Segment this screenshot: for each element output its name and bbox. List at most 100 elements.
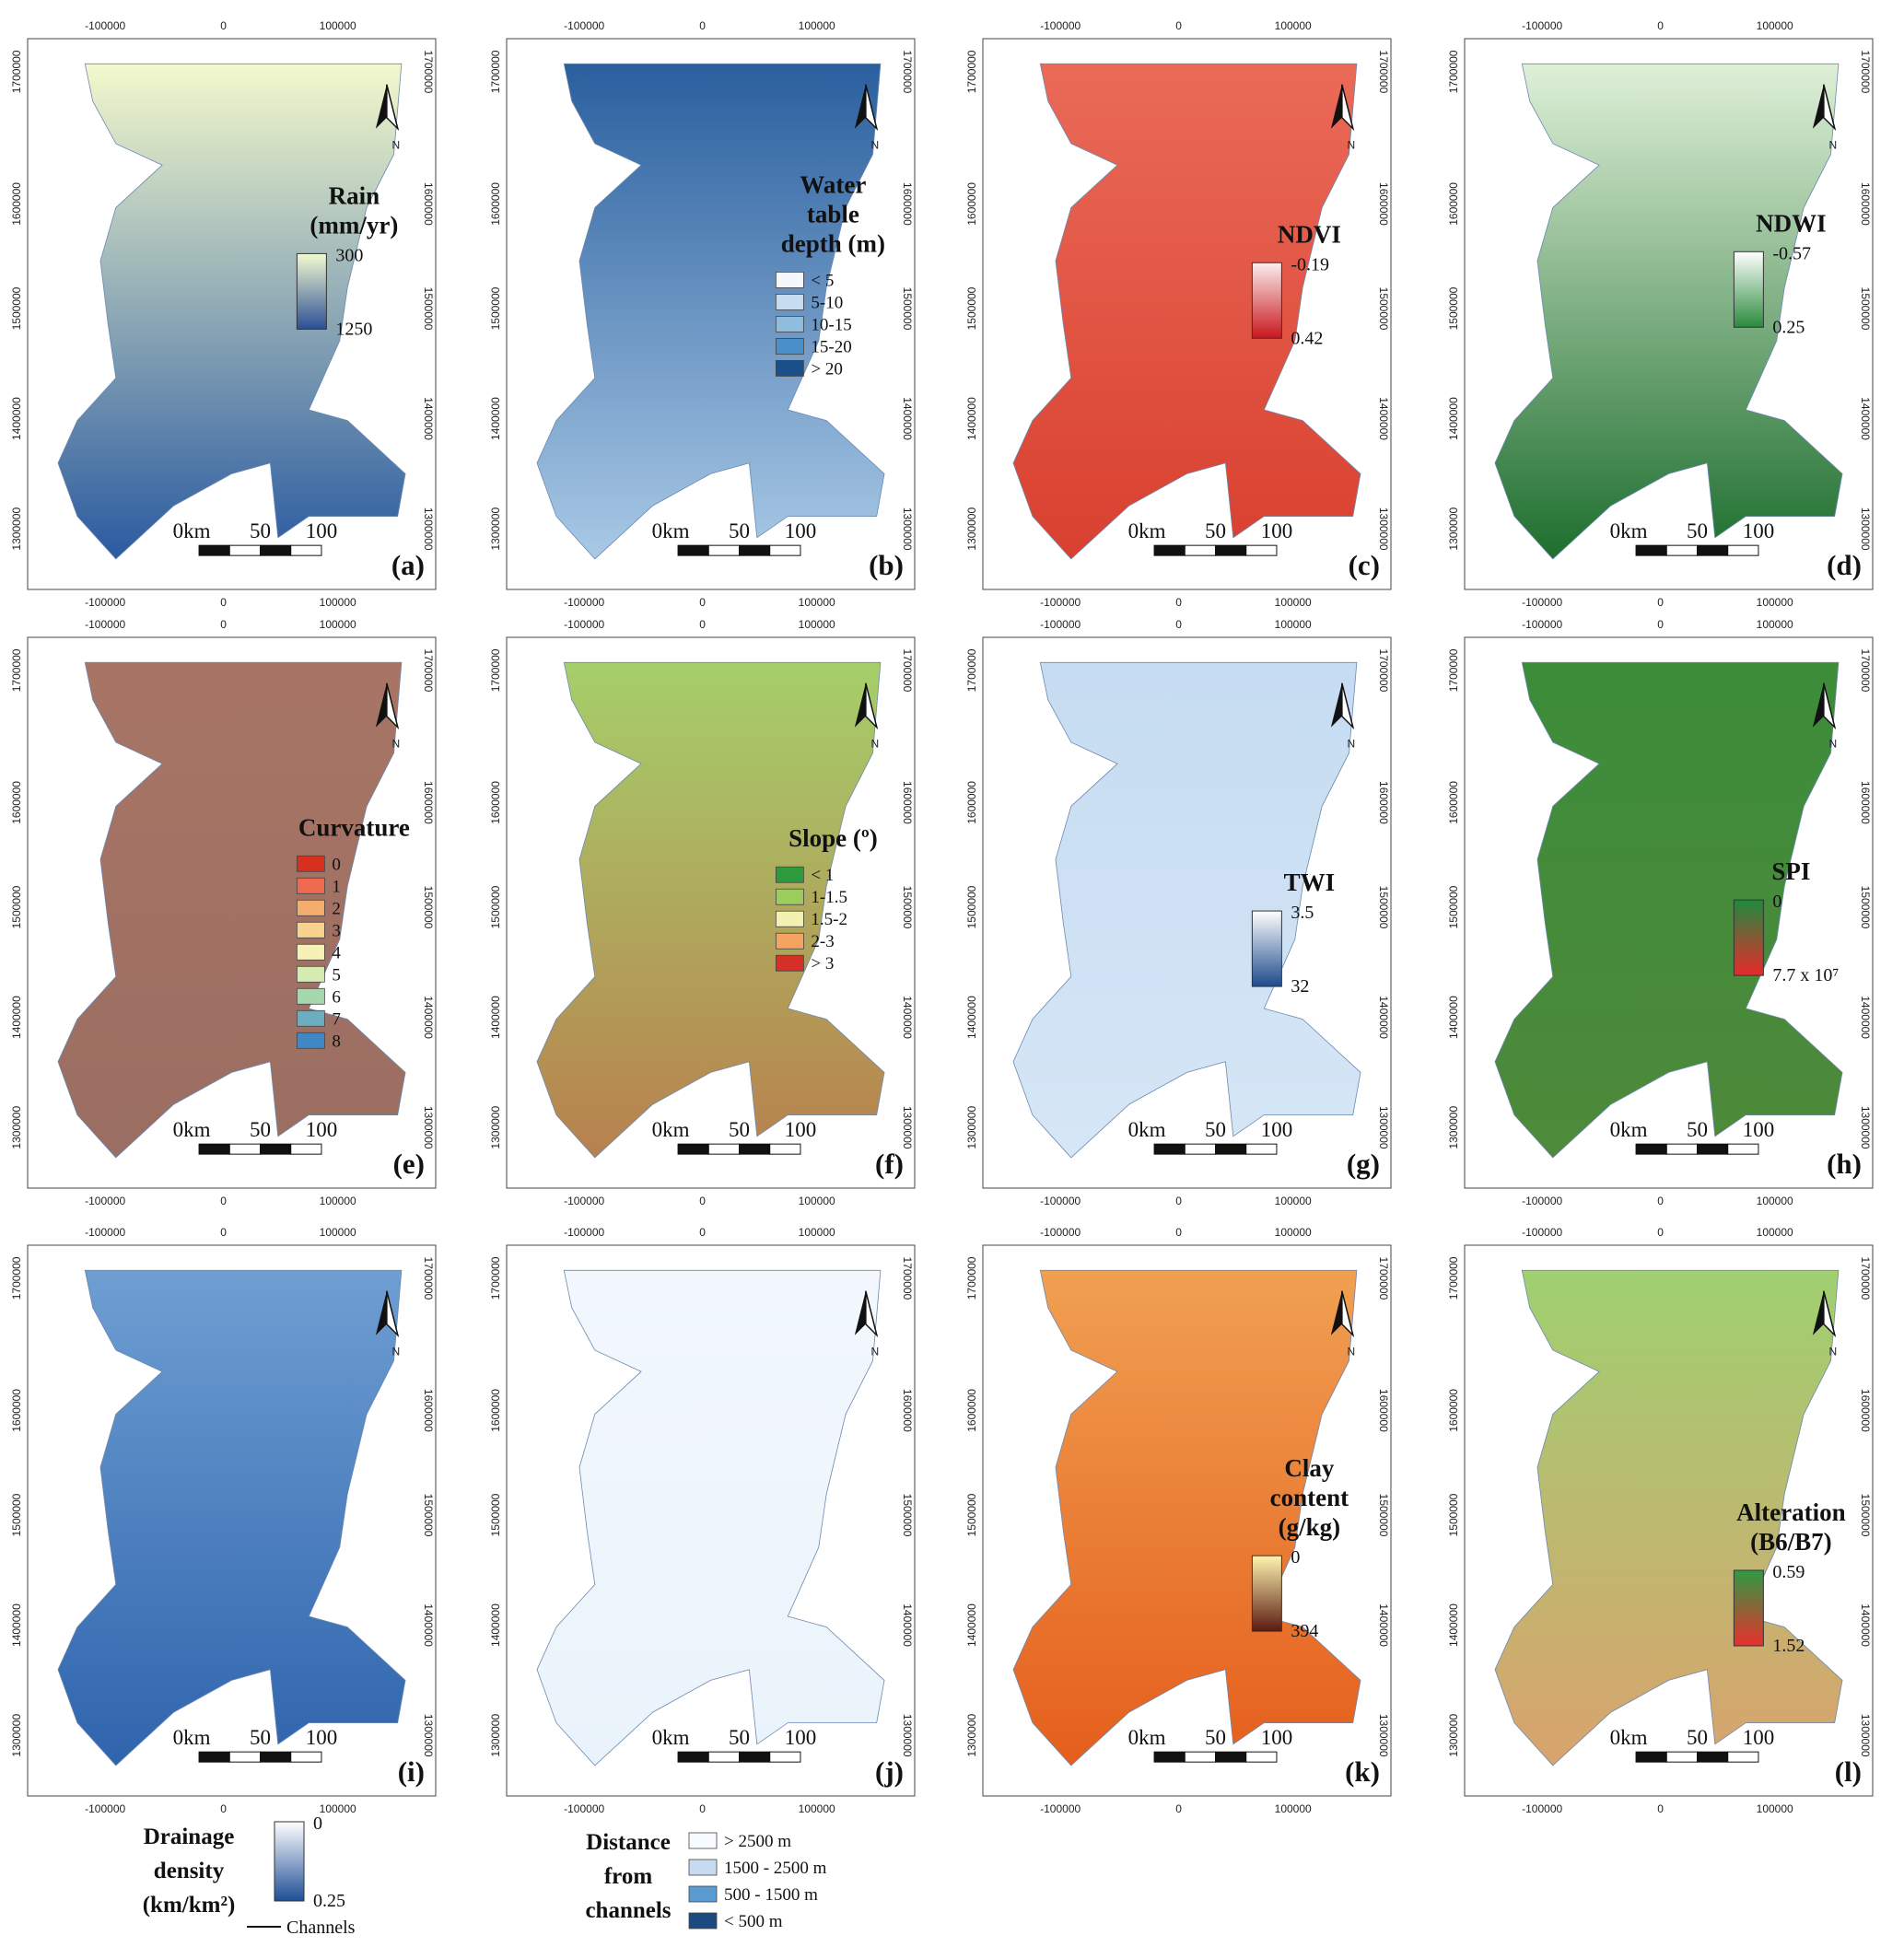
y-tick-label: 1600000 xyxy=(10,1389,23,1432)
scale-bar-segment xyxy=(198,1143,230,1155)
study-area xyxy=(536,1269,885,1766)
y-tick-label: 1700000 xyxy=(1859,1257,1872,1300)
y-tick-label: 1400000 xyxy=(965,397,978,440)
y-tick-label: 1700000 xyxy=(10,1256,23,1300)
legend-max-label: 0.42 xyxy=(1291,328,1323,348)
north-label: N xyxy=(1829,1346,1838,1358)
legend-max-label: 7.7 x 10⁷ xyxy=(1772,965,1839,985)
y-tick-label: 1300000 xyxy=(1859,1714,1872,1757)
legend-title: Curvature xyxy=(298,813,410,841)
y-tick-label: 1300000 xyxy=(422,507,435,551)
x-tick-label: 100000 xyxy=(1275,1226,1312,1239)
y-tick-label: 1500000 xyxy=(10,286,23,330)
scale-bar-label: 50 xyxy=(250,519,271,542)
y-tick-label: 1500000 xyxy=(965,286,978,330)
map-panel: -100000 -100000 0 0 100000 100000 1700000 17000… xyxy=(10,19,437,609)
y-tick-label: 1700000 xyxy=(489,648,502,692)
y-tick-label: 1300000 xyxy=(1447,507,1460,551)
scale-bar-label: 100 xyxy=(785,1118,817,1141)
y-tick-label: 1500000 xyxy=(10,885,23,928)
legend-title: content xyxy=(1270,1484,1349,1511)
legend-swatch xyxy=(296,1032,325,1049)
scale-bar-label: 50 xyxy=(729,519,750,542)
north-label: N xyxy=(1348,738,1356,751)
y-tick-label: 1700000 xyxy=(1447,50,1460,93)
y-tick-label: 1500000 xyxy=(422,1494,435,1537)
y-tick-label: 1600000 xyxy=(1447,1389,1460,1432)
north-arrow xyxy=(865,682,879,730)
x-tick-label: 0 xyxy=(1175,596,1182,609)
y-tick-label: 1400000 xyxy=(965,996,978,1039)
y-tick-label: 1500000 xyxy=(489,1493,502,1536)
panel-label: (f) xyxy=(875,1148,904,1180)
x-tick-label: 100000 xyxy=(320,1195,356,1207)
legend-swatch xyxy=(296,1009,325,1027)
y-tick-label: 1400000 xyxy=(1859,397,1872,440)
x-tick-label: 100000 xyxy=(1275,1802,1312,1815)
north-label: N xyxy=(392,738,401,751)
x-tick-label: 0 xyxy=(699,618,706,631)
scale-bar-label: 50 xyxy=(1687,1726,1708,1749)
y-tick-label: 1300000 xyxy=(1859,507,1872,551)
y-tick-label: 1400000 xyxy=(1447,996,1460,1039)
scale-bar-segment xyxy=(1153,1143,1186,1155)
legend-class-label: 1 xyxy=(332,877,341,896)
scale-bar-label: 50 xyxy=(1687,519,1708,542)
y-tick-label: 1300000 xyxy=(1377,1106,1390,1149)
y-tick-label: 1700000 xyxy=(1377,51,1390,94)
x-tick-label: -100000 xyxy=(85,19,125,32)
study-area xyxy=(536,661,885,1159)
x-tick-label: -100000 xyxy=(564,1226,604,1239)
scale-bar-segment xyxy=(739,1143,771,1155)
scale-bar-segment xyxy=(769,1143,801,1155)
x-tick-label: 0 xyxy=(220,1226,227,1239)
y-tick-label: 1400000 xyxy=(10,397,23,440)
study-area xyxy=(1494,63,1843,560)
x-tick-label: -100000 xyxy=(1522,618,1562,631)
north-arrow xyxy=(375,84,387,129)
north-arrow xyxy=(1823,682,1837,730)
north-label: N xyxy=(1829,738,1838,751)
scale-bar-segment xyxy=(1665,544,1699,556)
y-tick-label: 1500000 xyxy=(489,286,502,330)
x-tick-label: 100000 xyxy=(320,1226,356,1239)
y-tick-label: 1500000 xyxy=(10,1493,23,1536)
scale-bar-label: 0km xyxy=(1128,519,1166,542)
x-tick-label: -100000 xyxy=(1040,1802,1080,1815)
panel-label: (g) xyxy=(1347,1148,1380,1180)
x-tick-label: 100000 xyxy=(1757,1802,1793,1815)
legend-class-label: 15-20 xyxy=(811,337,851,356)
x-tick-label: -100000 xyxy=(564,618,604,631)
y-tick-label: 1400000 xyxy=(901,397,914,440)
y-tick-label: 1500000 xyxy=(489,885,502,928)
panel-label: (c) xyxy=(1349,549,1380,581)
y-tick-label: 1700000 xyxy=(1447,648,1460,692)
scale-bar-label: 50 xyxy=(729,1726,750,1749)
scale-bar-segment xyxy=(1245,1751,1278,1763)
scale-bar-label: 50 xyxy=(1687,1118,1708,1141)
north-arrow xyxy=(1330,682,1342,728)
scale-bar-label: 0km xyxy=(652,1118,690,1141)
y-tick-label: 1600000 xyxy=(1447,781,1460,824)
scale-bar-segment xyxy=(1727,544,1759,556)
scale-bar-segment xyxy=(1665,1143,1699,1155)
scale-bar-label: 100 xyxy=(785,519,817,542)
x-tick-label: 0 xyxy=(699,19,706,32)
scale-bar-segment xyxy=(260,1751,292,1763)
x-tick-label: -100000 xyxy=(1522,1226,1562,1239)
y-tick-label: 1300000 xyxy=(422,1714,435,1757)
y-tick-label: 1300000 xyxy=(965,1106,978,1149)
north-arrow xyxy=(1823,84,1837,132)
legend-swatch xyxy=(296,987,325,1005)
map-panel: -100000 -100000 0 0 100000 100000 1700000 17000… xyxy=(10,618,437,1207)
legend-min-label: -0.19 xyxy=(1291,254,1329,274)
y-tick-label: 1300000 xyxy=(965,507,978,551)
y-tick-label: 1500000 xyxy=(1447,286,1460,330)
legend-title: TWI xyxy=(1284,869,1336,896)
scale-bar-segment xyxy=(769,1751,801,1763)
map-panel: -100000 -100000 0 0 100000 100000 1700000 17000… xyxy=(965,1226,1392,1815)
map-panel: -100000 -100000 0 0 100000 100000 1700000 17000… xyxy=(965,618,1392,1207)
legend-swatch xyxy=(775,866,804,883)
legend-swatch xyxy=(775,954,804,972)
legend-gradient xyxy=(1733,251,1764,328)
